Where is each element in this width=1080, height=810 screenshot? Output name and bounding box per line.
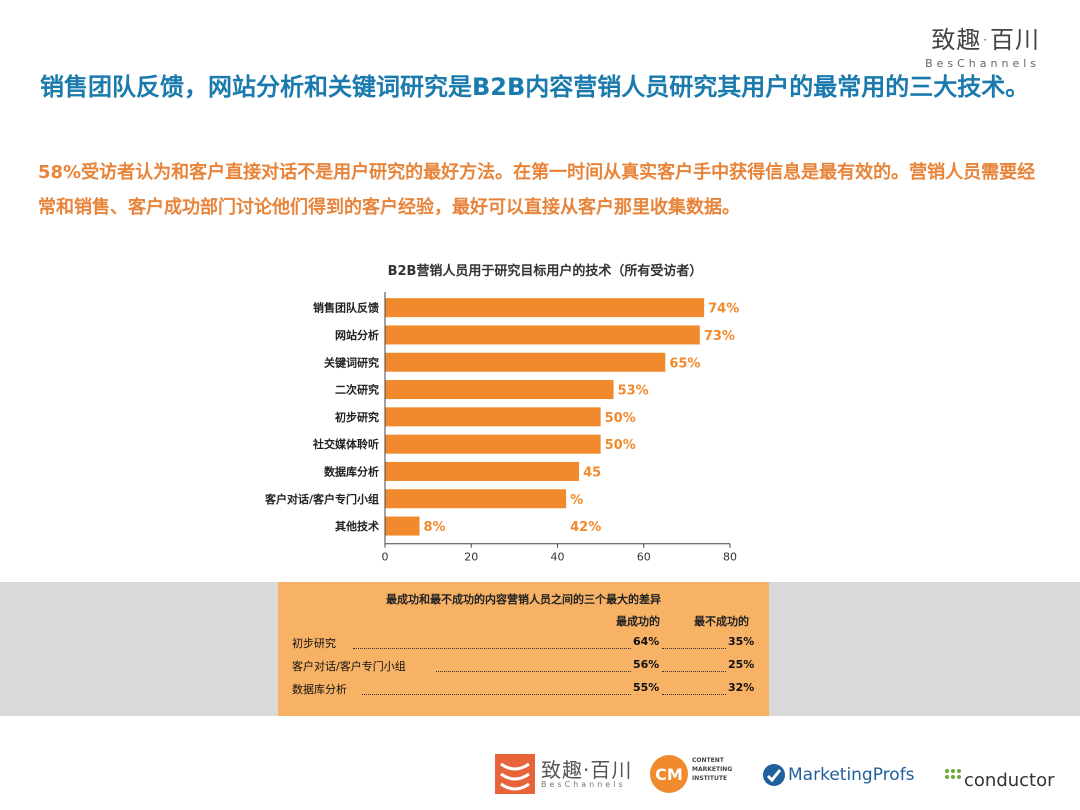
chart-title: B2B营销人员用于研究目标用户的技术（所有受访者） (387, 264, 703, 279)
conductor-text: conductor (964, 770, 1055, 791)
cmi-text-line: CONTENT (692, 757, 724, 764)
cmi-text: CONTENT MARKETING INSTITUTE (692, 756, 732, 783)
cmi-text-line: INSTITUTE (692, 775, 728, 782)
data-label: 42% (570, 520, 601, 535)
bar (385, 352, 666, 372)
table-col-least-successful: 最不成功的 (694, 615, 749, 628)
dot-leader (662, 671, 726, 672)
table-row: 客户对话/客户专门小组 (292, 658, 406, 674)
data-label: 74% (708, 302, 739, 317)
x-tick-label: 60 (637, 551, 651, 564)
brand-logo: 致趣·百川 BesChannels (925, 20, 1040, 70)
table-value-least: 25% (728, 658, 755, 671)
data-label: 45 (583, 465, 601, 480)
table-row-label: 初步研究 (292, 637, 336, 650)
table-value-least: 32% (728, 681, 755, 694)
bar (385, 516, 420, 536)
data-label: 53% (618, 384, 649, 399)
dot-leader (662, 694, 726, 695)
bar (385, 461, 580, 481)
dot-leader (662, 648, 726, 649)
category-label: 其他技术 (335, 519, 379, 533)
bar (385, 407, 601, 427)
dot-leader (362, 694, 631, 695)
comparison-table: 最成功和最不成功的内容营销人员之间的三个最大的差异 最成功的 最不成功的 初步研… (278, 582, 769, 716)
page-headline: 销售团队反馈，网站分析和关键词研究是B2B内容营销人员研究其用户的最常用的三大技… (40, 73, 1030, 101)
conductor-logo: conductor (944, 750, 1055, 800)
marketingprofs-logo: MarketingProfs (762, 750, 922, 800)
cmi-mark-icon: CM (650, 755, 688, 793)
brand-name-cn: 致趣·百川 (931, 26, 1040, 54)
cmi-logo: CM CONTENT MARKETING INSTITUTE (650, 750, 740, 800)
category-label: 客户对话/客户专门小组 (264, 492, 379, 506)
table-row-label: 数据库分析 (292, 683, 347, 696)
table-col-most-successful: 最成功的 (616, 615, 660, 628)
table-row: 初步研究 (292, 635, 336, 651)
footer-brand-cn: 致趣·百川 (541, 758, 633, 782)
category-label: 销售团队反馈 (313, 301, 379, 315)
category-label: 关键词研究 (324, 355, 379, 369)
data-label: % (570, 493, 583, 508)
category-label: 社交媒体聆听 (312, 437, 379, 451)
table-value-most: 64% (633, 635, 660, 648)
table-value-most: 55% (633, 681, 660, 694)
data-label: 50% (605, 411, 636, 426)
marketingprofs-mark-icon (763, 764, 785, 786)
marketingprofs-text: MarketingProfs (788, 765, 915, 785)
data-label: 50% (605, 438, 636, 453)
footer-brand-en: BesChannels (541, 780, 626, 789)
table-row-label: 客户对话/客户专门小组 (292, 660, 406, 673)
data-label: 65% (669, 356, 700, 371)
data-label: 8% (424, 520, 446, 535)
beschannels-logo: 致趣·百川 BesChannels (495, 750, 635, 800)
bar (385, 489, 567, 509)
dot-leader (353, 648, 631, 649)
x-tick-label: 0 (382, 551, 389, 564)
bar (385, 434, 601, 454)
category-label: 数据库分析 (324, 464, 379, 478)
table-title: 最成功和最不成功的内容营销人员之间的三个最大的差异 (386, 593, 661, 606)
beschannels-mark-icon (495, 754, 535, 794)
brand-name-en: BesChannels (925, 57, 1040, 70)
bar (385, 298, 705, 318)
category-label: 网站分析 (335, 328, 379, 342)
bar-chart: 销售团队反馈 74% 网站分析 73% 关键词研究 65% 二次研究 53% 初步研究 50% 社交… (264, 292, 739, 564)
data-label: 73% (704, 329, 735, 344)
category-label: 初步研究 (335, 410, 379, 424)
table-row: 数据库分析 (292, 681, 347, 697)
dot-leader (436, 671, 631, 672)
bar (385, 380, 614, 400)
bar (385, 325, 700, 345)
table-value-least: 35% (728, 635, 755, 648)
category-label: 二次研究 (335, 383, 379, 397)
page-subtext: 58%受访者认为和客户直接对话不是用户研究的最好方法。在第一时间从真实客户手中获… (38, 162, 1036, 218)
x-tick-label: 80 (723, 551, 737, 564)
table-value-most: 56% (633, 658, 660, 671)
x-tick-label: 20 (464, 551, 478, 564)
x-tick-label: 40 (551, 551, 565, 564)
cmi-text-line: MARKETING (692, 766, 733, 773)
conductor-dots-icon (945, 769, 961, 779)
